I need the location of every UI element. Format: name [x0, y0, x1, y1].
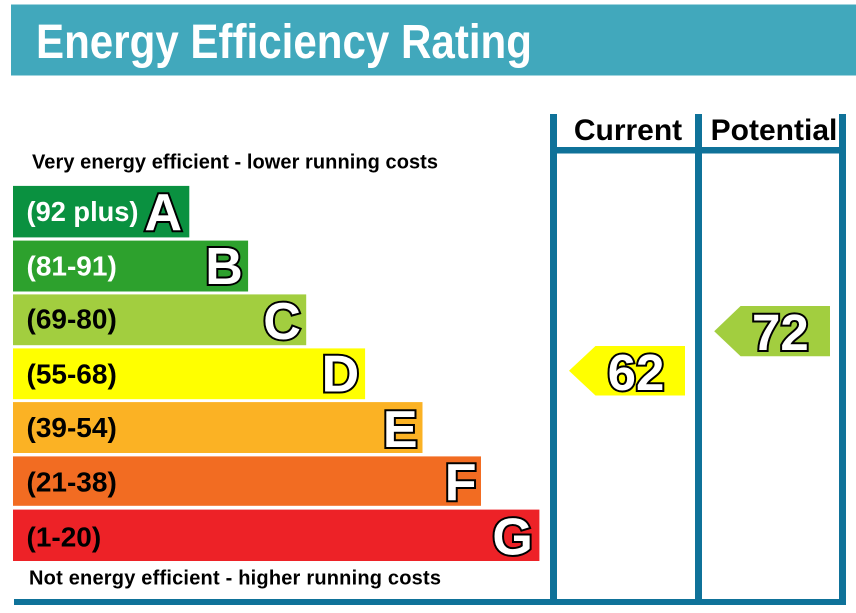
svg-text:(69-80): (69-80) — [27, 304, 117, 335]
svg-text:(21-38): (21-38) — [27, 466, 117, 497]
svg-text:Current: Current — [574, 114, 682, 147]
svg-text:(81-91): (81-91) — [27, 251, 117, 282]
svg-text:62: 62 — [608, 344, 665, 401]
svg-text:D: D — [322, 346, 360, 404]
svg-text:Energy Efficiency Rating: Energy Efficiency Rating — [36, 16, 532, 69]
svg-text:Potential: Potential — [711, 114, 838, 147]
svg-text:B: B — [205, 238, 243, 296]
svg-text:(1-20): (1-20) — [27, 522, 102, 553]
svg-text:F: F — [445, 454, 477, 512]
svg-text:G: G — [492, 509, 532, 567]
svg-text:(39-54): (39-54) — [27, 412, 117, 443]
svg-text:Very energy efficient - lower: Very energy efficient - lower running co… — [32, 152, 438, 174]
svg-text:E: E — [383, 401, 418, 459]
svg-text:(55-68): (55-68) — [27, 358, 117, 389]
svg-text:A: A — [145, 184, 183, 242]
svg-text:Not energy efficient - higher: Not energy efficient - higher running co… — [29, 568, 441, 590]
svg-text:72: 72 — [752, 304, 809, 361]
svg-text:C: C — [263, 293, 301, 351]
svg-text:(92 plus): (92 plus) — [27, 196, 139, 227]
